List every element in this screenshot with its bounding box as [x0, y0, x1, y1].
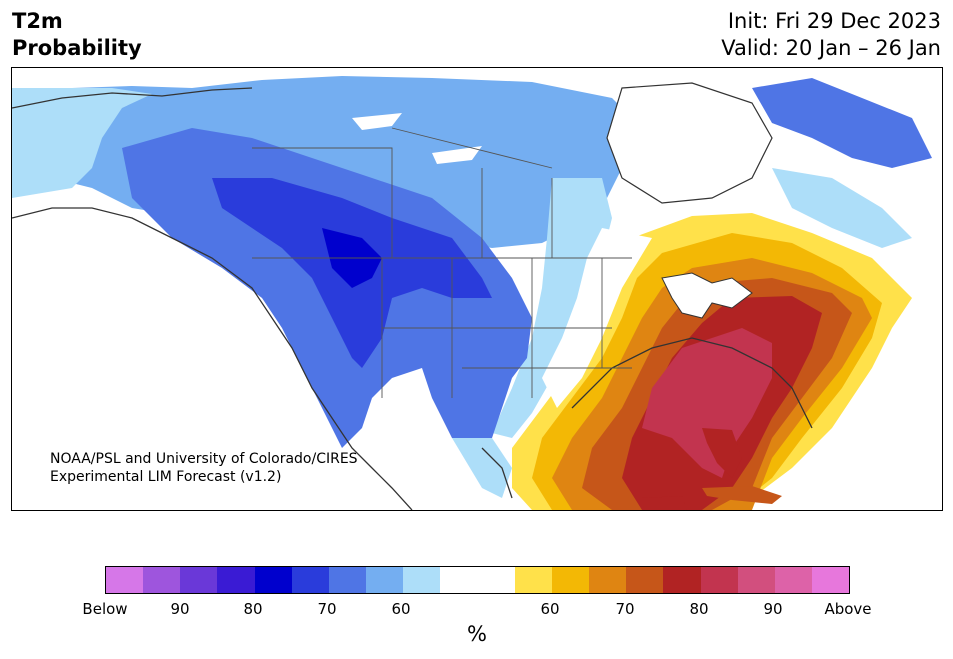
- colorbar-cell: [514, 567, 552, 593]
- arctic-lake-1: [352, 113, 402, 130]
- credit-line-2: Experimental LIM Forecast (v1.2): [50, 469, 282, 485]
- colorbar-cell: [440, 567, 478, 593]
- colorbar-cell: [366, 567, 404, 593]
- credit-line-1: NOAA/PSL and University of Colorado/CIRE…: [50, 451, 358, 467]
- colorbar-cell: [403, 567, 441, 593]
- forecast-dates: Init: Fri 29 Dec 2023 Valid: 20 Jan – 26…: [721, 8, 941, 62]
- region-hispaniola: [642, 496, 687, 510]
- colorbar-cell: [217, 567, 255, 593]
- colorbar-tick-label: 90: [763, 600, 783, 618]
- region-quebec-light: [772, 168, 912, 248]
- region-northeast-coast: [752, 78, 932, 168]
- colorbar-cell: [774, 567, 812, 593]
- map-canvas: [12, 76, 932, 510]
- map-title: T2m Probability: [12, 8, 142, 62]
- colorbar-cell: [626, 567, 664, 593]
- title-product: Probability: [12, 36, 142, 60]
- colorbar-tick-label: Below: [82, 600, 128, 618]
- colorbar-cell: [143, 567, 181, 593]
- region-near-normal: [542, 228, 652, 408]
- colorbar-cell: [180, 567, 218, 593]
- colorbar-cell: [254, 567, 292, 593]
- colorbar-cell: [589, 567, 627, 593]
- init-date: Init: Fri 29 Dec 2023: [727, 9, 941, 33]
- colorbar-cell: [291, 567, 329, 593]
- region-above-max: [642, 328, 772, 478]
- colorbar-tick-label: Above: [824, 600, 872, 618]
- colorbar-cell: [477, 567, 515, 593]
- region-florida: [702, 428, 742, 478]
- credit-text: NOAA/PSL and University of Colorado/CIRE…: [50, 450, 358, 486]
- region-below-light-mexico: [452, 438, 512, 498]
- region-below-light-west: [12, 88, 152, 198]
- colorbar-tick-label: 70: [317, 600, 337, 618]
- hudson-bay: [606, 82, 773, 204]
- probability-map: NOAA/PSL and University of Colorado/CIRE…: [11, 67, 943, 511]
- colorbar-tick-label: 90: [170, 600, 190, 618]
- colorbar-cell: [551, 567, 590, 593]
- great-lakes: [661, 272, 753, 319]
- region-cuba: [702, 486, 782, 504]
- colorbar-cell: [811, 567, 850, 593]
- valid-range: Valid: 20 Jan – 26 Jan: [721, 36, 941, 60]
- colorbar-tick-label: 60: [391, 600, 411, 618]
- colorbar-tick-label: 70: [615, 600, 635, 618]
- colorbar-cell: [737, 567, 775, 593]
- colorbar-tick-label: 80: [689, 600, 709, 618]
- colorbar-cell: [328, 567, 367, 593]
- colorbar-cell: [700, 567, 738, 593]
- colorbar: [105, 566, 850, 594]
- political-borders: [252, 127, 632, 398]
- colorbar-cell: [663, 567, 701, 593]
- colorbar-cell: [106, 567, 144, 593]
- colorbar-tick-label: 80: [243, 600, 263, 618]
- coastline: [12, 87, 813, 510]
- colorbar-unit: %: [467, 622, 487, 646]
- region-below-light-plains: [492, 178, 612, 438]
- title-variable: T2m: [12, 9, 63, 33]
- colorbar-tick-label: 60: [540, 600, 560, 618]
- arctic-lake-2: [432, 146, 482, 164]
